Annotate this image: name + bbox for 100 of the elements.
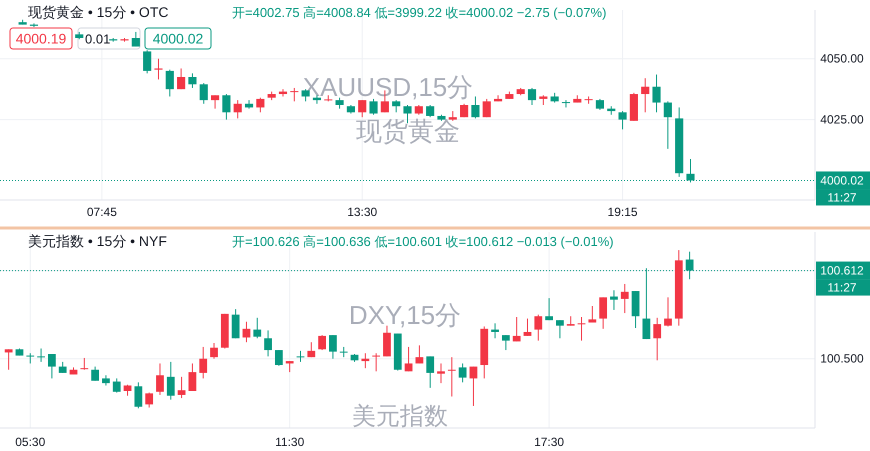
candlestick (534, 314, 542, 342)
candlestick (340, 346, 348, 358)
y-tick-label: 4050.00 (820, 52, 864, 66)
x-tick-label: 17:30 (534, 435, 564, 449)
candlestick (556, 320, 564, 339)
candlestick (502, 334, 510, 351)
candlestick (145, 392, 154, 408)
candlestick (178, 376, 186, 399)
text: 11:27 (827, 280, 857, 295)
candlestick (210, 342, 218, 360)
candlestick (358, 100, 366, 118)
candlestick (80, 357, 88, 370)
candlestick (199, 346, 208, 379)
candlestick (4, 348, 13, 370)
candlestick (664, 296, 672, 327)
candlestick (290, 87, 298, 102)
candlestick (112, 378, 121, 394)
candlestick (102, 374, 110, 386)
candlestick (372, 352, 380, 372)
candlestick (242, 321, 250, 343)
candlestick (264, 330, 272, 357)
annotation: 0.01 (85, 32, 110, 46)
candlestick (652, 74, 661, 113)
candlestick (620, 283, 629, 314)
candlestick (58, 361, 67, 374)
candlestick (234, 100, 242, 119)
candlestick (550, 92, 559, 104)
chart-title: 现货黄金 • 15分 • OTC (28, 4, 168, 20)
candlestick (256, 97, 264, 113)
candlestick (641, 78, 650, 113)
candlestick (528, 87, 536, 106)
annotation: DXY,15分 (348, 300, 462, 330)
candlestick (318, 334, 326, 351)
candlestick (471, 96, 480, 119)
candlestick (156, 362, 164, 396)
candlestick (188, 362, 196, 392)
candlestick (578, 316, 586, 342)
candlestick (166, 361, 175, 400)
candlestick (491, 322, 499, 339)
candlestick (416, 344, 424, 364)
candlestick (369, 98, 378, 116)
candlestick (222, 94, 230, 120)
x-tick-label: 19:15 (608, 205, 638, 219)
candlestick (392, 100, 400, 113)
candlestick (562, 100, 570, 108)
candlestick (91, 366, 100, 382)
candlestick (426, 356, 434, 388)
annotation: 美元指数 (352, 403, 448, 430)
candlestick (414, 104, 423, 116)
chart-subtitle: 开=4002.75 高=4008.84 低=3999.22 收=4000.02 −2.75 (−0.07%) (232, 5, 606, 20)
candlestick (584, 96, 593, 104)
candlestick (448, 356, 456, 398)
candlestick (618, 110, 627, 130)
candlestick (329, 334, 337, 360)
candlestick (132, 31, 140, 48)
candlestick (610, 290, 618, 310)
candlestick (37, 348, 45, 362)
y-tick-label: 4025.00 (820, 112, 864, 127)
candlestick (274, 350, 283, 366)
x-tick-label: 05:30 (15, 435, 46, 449)
candlestick (307, 342, 316, 358)
candlestick (664, 100, 672, 150)
candlestick (286, 360, 294, 373)
x-tick-label: 11:30 (275, 435, 305, 449)
candlestick (232, 308, 240, 339)
candlestick (188, 72, 197, 88)
candlestick (512, 316, 521, 342)
candlestick (458, 362, 467, 383)
candlestick (177, 68, 186, 90)
candlestick (124, 384, 132, 396)
candlestick (460, 103, 468, 118)
candlestick (296, 350, 304, 362)
chart-title: 美元指数 • 15分 • NYF (28, 233, 167, 249)
candlestick (253, 317, 262, 339)
chart-subtitle: 开=100.626 高=100.636 低=100.601 收=100.612 −0.013 (−0.01%) (232, 234, 614, 249)
candlestick (210, 94, 220, 110)
candlestick (426, 104, 434, 118)
text: 11:27 (827, 190, 857, 204)
candlestick (599, 296, 608, 330)
candlestick (134, 382, 142, 409)
candlestick (26, 352, 34, 364)
candlestick (361, 352, 370, 369)
candlestick (404, 346, 412, 372)
y-tick-label: 100.612 (820, 264, 864, 278)
candlestick (653, 317, 662, 361)
candlestick (48, 354, 56, 379)
candlestick (200, 82, 208, 104)
annotation: 现货黄金 (356, 116, 460, 146)
candlestick (482, 98, 491, 118)
candlestick (539, 94, 548, 106)
candlestick (524, 318, 532, 336)
y-tick-label: 100.500 (820, 352, 864, 366)
candlestick (596, 98, 604, 110)
x-tick-label: 07:45 (86, 205, 118, 219)
candlestick (588, 305, 596, 324)
ref-line-label: 4000.02 (820, 173, 864, 188)
annotation: 4000.02 (152, 30, 204, 46)
annotation: 4000.19 (16, 30, 67, 46)
candlestick (470, 366, 478, 406)
annotation: XAUUSD,15分 (302, 72, 474, 102)
